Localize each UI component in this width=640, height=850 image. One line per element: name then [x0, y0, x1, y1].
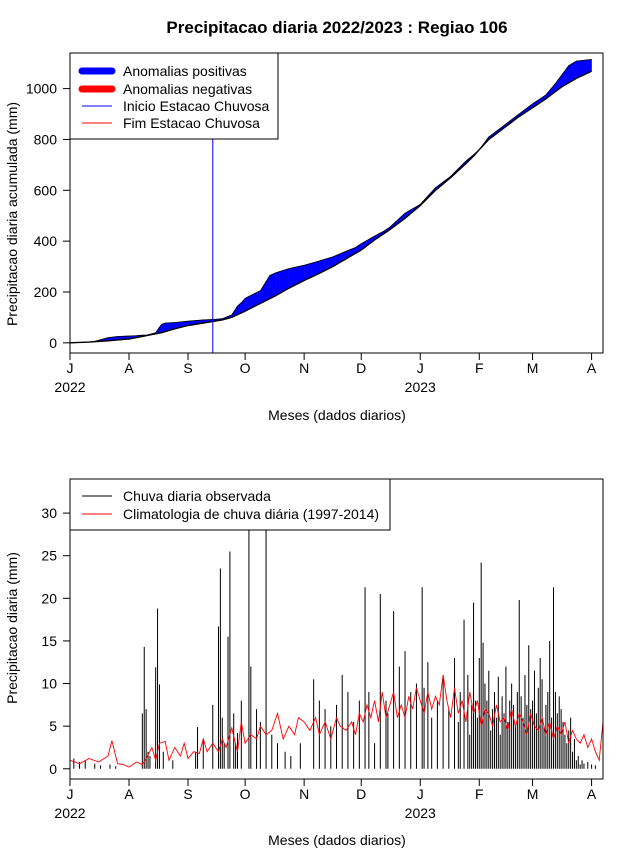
y-tick-label: 25	[41, 548, 57, 564]
positive-anomaly-area	[279, 268, 290, 294]
x-tick-label: J	[417, 360, 424, 376]
x-tick-label: O	[240, 360, 251, 376]
year-label: 2023	[405, 379, 436, 395]
legend: Chuva diaria observada Climatologia de c…	[69, 478, 391, 531]
x-axis-label: Meses (dados diarios)	[268, 407, 406, 423]
x-tick-label: A	[587, 786, 597, 802]
x-tick-label: A	[124, 360, 134, 376]
climatology-cumulative-line	[69, 70, 592, 344]
x-tick-label: M	[527, 786, 539, 802]
legend-label-climatology: Climatologia de chuva diária (1997-2014)	[123, 506, 379, 522]
y-tick-label: 0	[49, 335, 57, 351]
x-tick-label: F	[475, 360, 484, 376]
x-tick-label: F	[475, 786, 484, 802]
cumulative-chart: J A S O N D J F M A 2022 2023 0 200 400 600 800 1000 Mes…	[4, 52, 604, 423]
y-tick-label: 20	[41, 590, 57, 606]
x-axis: J A S O N D J F M A 2022 2023	[54, 778, 597, 821]
x-axis: J A S O N D J F M A 2022 2023	[54, 352, 597, 395]
y-axis-label: Precipitacao diaria (mm)	[4, 552, 20, 704]
y-axis: 0 200 400 600 800 1000	[26, 81, 71, 351]
y-tick-label: 1000	[26, 81, 57, 97]
daily-chart: J A S O N D J F M A 2022 2023 0 5 10 15 20 25 30 Meses (d…	[4, 478, 604, 848]
year-label: 2022	[54, 805, 85, 821]
year-label: 2023	[405, 805, 436, 821]
legend-label-negative: Anomalias negativas	[123, 81, 252, 97]
observed-bars	[73, 487, 596, 769]
observed-cumulative-line	[69, 59, 592, 344]
legend-box	[69, 478, 391, 531]
y-tick-label: 200	[34, 284, 58, 300]
x-tick-label: A	[124, 786, 134, 802]
legend-label-end: Fim Estacao Chuvosa	[123, 115, 260, 131]
positive-anomaly-area	[332, 250, 347, 267]
legend-box	[69, 52, 279, 140]
x-tick-label: D	[356, 360, 366, 376]
legend-label-positive: Anomalias positivas	[123, 63, 247, 79]
x-axis-label: Meses (dados diarios)	[268, 832, 406, 848]
x-tick-label: N	[299, 786, 309, 802]
climatology-line	[69, 674, 604, 768]
y-tick-label: 10	[41, 676, 57, 692]
x-tick-label: J	[417, 786, 424, 802]
x-tick-label: S	[183, 360, 192, 376]
y-tick-label: 800	[34, 131, 58, 147]
y-axis-label: Precipitacao diaria acumulada (mm)	[4, 102, 20, 326]
climatology-line-group	[69, 674, 604, 768]
x-tick-label: A	[587, 360, 597, 376]
y-tick-label: 30	[41, 505, 57, 521]
legend: Anomalias positivas Anomalias negativas …	[69, 52, 279, 140]
y-axis: 0 5 10 15 20 25 30	[41, 505, 71, 777]
x-tick-label: D	[356, 786, 366, 802]
legend-label-onset: Inicio Estacao Chuvosa	[123, 98, 270, 114]
y-tick-label: 0	[49, 761, 57, 777]
year-label: 2022	[54, 379, 85, 395]
y-tick-label: 5	[49, 718, 57, 734]
x-tick-label: O	[240, 786, 251, 802]
x-tick-label: N	[299, 360, 309, 376]
positive-anomaly-area	[244, 290, 261, 312]
legend-label-observed: Chuva diaria observada	[123, 488, 271, 504]
y-tick-label: 15	[41, 633, 57, 649]
x-tick-label: S	[183, 786, 192, 802]
y-tick-label: 400	[34, 233, 58, 249]
positive-anomaly-area	[275, 271, 280, 297]
y-tick-label: 600	[34, 182, 58, 198]
x-tick-label: J	[67, 360, 74, 376]
x-tick-label: J	[67, 786, 74, 802]
positive-anomaly-area	[269, 272, 276, 300]
x-tick-label: M	[527, 360, 539, 376]
figure-title: Precipitacao diaria 2022/2023 : Regiao 1…	[166, 18, 507, 37]
